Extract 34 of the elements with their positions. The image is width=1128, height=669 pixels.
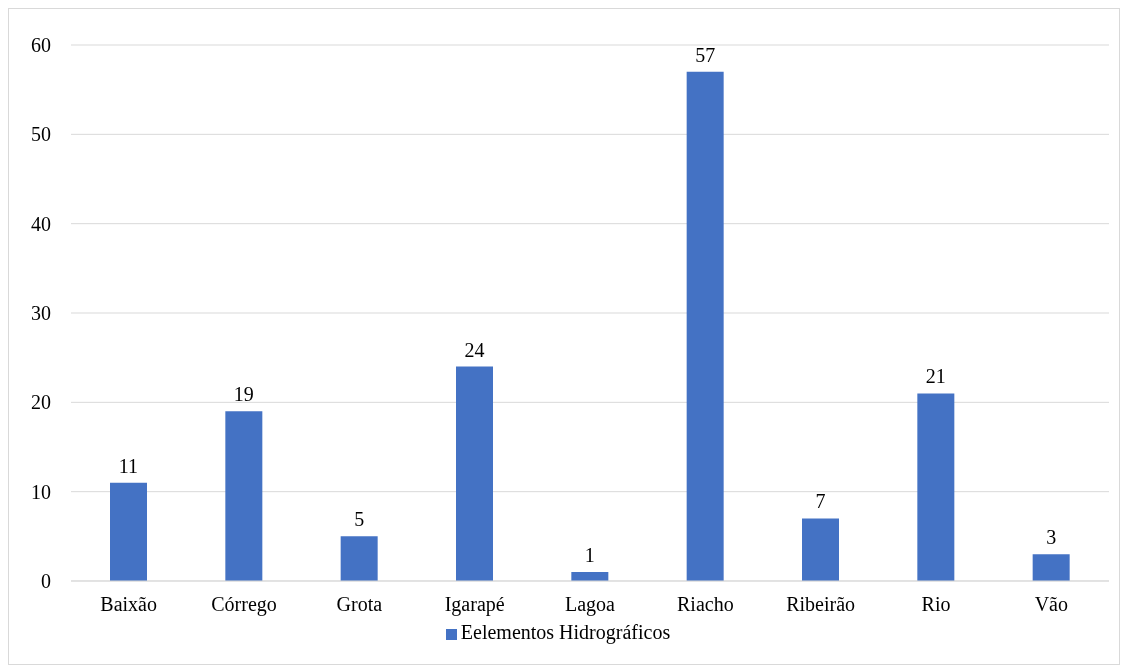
bar [686, 71, 724, 581]
y-tick-label: 60 [31, 34, 51, 57]
x-tick-label: Vão [1034, 593, 1068, 616]
y-tick-label: 30 [31, 302, 51, 325]
data-label: 24 [464, 338, 485, 361]
y-tick-label: 20 [31, 391, 51, 414]
y-tick-label: 0 [41, 570, 51, 593]
x-tick-label: Ribeirão [786, 593, 856, 616]
y-tick-label: 40 [31, 212, 51, 235]
bar [802, 518, 839, 581]
x-tick-label: Rio [921, 593, 951, 616]
x-tick-label: Grota [336, 593, 383, 616]
y-tick-label: 50 [31, 123, 51, 146]
data-label: 57 [695, 43, 716, 66]
x-tick-label: Córrego [211, 593, 277, 617]
bar [456, 366, 493, 581]
bar [340, 536, 378, 581]
bar [225, 411, 263, 581]
x-tick-label: Baixão [100, 593, 157, 616]
data-label: 19 [233, 383, 254, 406]
data-label: 3 [1046, 526, 1057, 549]
bar [917, 393, 955, 581]
data-label: 7 [815, 490, 826, 513]
x-tick-label: Riacho [677, 593, 734, 616]
data-label: 5 [354, 508, 365, 531]
data-label: 11 [118, 454, 139, 477]
data-label: 1 [584, 544, 595, 567]
y-tick-label: 10 [31, 480, 51, 503]
data-label: 21 [925, 365, 946, 388]
x-tick-label: Igarapé [444, 593, 505, 617]
bar [1032, 554, 1070, 581]
legend-label: Eelementos Hidrográficos [460, 621, 671, 643]
x-tick-label: Lagoa [565, 593, 616, 617]
bar [110, 482, 147, 581]
